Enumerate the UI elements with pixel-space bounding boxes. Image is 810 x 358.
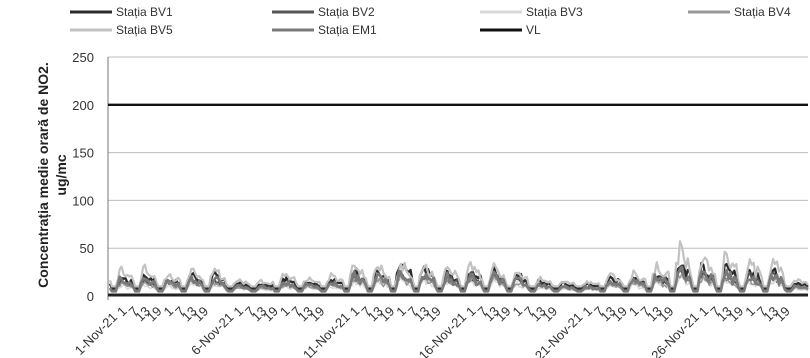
y-tick-label: 100 (72, 193, 94, 208)
y-axis-ticks: 0 50 100 150 200 250 (72, 50, 94, 304)
series-line (108, 265, 809, 293)
y-axis-label-line1: Concentrația medie orară de NO2. (35, 62, 51, 288)
x-hour-label: 19 (539, 304, 560, 325)
legend-entry: Stația BV4 (734, 5, 791, 19)
y-tick-label: 50 (80, 241, 94, 256)
y-tick-label: 0 (87, 289, 94, 304)
plot-area (108, 103, 809, 297)
legend-entry: Stația BV1 (116, 5, 173, 19)
y-tick-label: 250 (72, 50, 94, 65)
y-axis-label: Concentrația medie orară de NO2. ug/mc (35, 62, 69, 288)
x-date-label: 1-Nov-21 (72, 310, 120, 358)
legend-entry: VL (526, 23, 541, 37)
x-axis-ticks: 1-Nov-211713191713196-Nov-21171319171319… (72, 304, 793, 358)
x-hour-label: 19 (656, 304, 677, 325)
series-line (108, 240, 809, 288)
x-hour-label: 19 (772, 304, 793, 325)
legend-entry: Stația BV5 (116, 23, 173, 37)
legend-entry: Stația EM1 (318, 23, 377, 37)
x-hour-label: 19 (190, 304, 211, 325)
x-hour-label: 19 (307, 304, 328, 325)
x-hour-label: 19 (423, 304, 444, 325)
y-axis-label-line2: ug/mc (53, 154, 69, 195)
y-tick-label: 150 (72, 146, 94, 161)
legend-entry: Stația BV2 (318, 5, 375, 19)
y-tick-label: 200 (72, 98, 94, 113)
legend-entry: Stația BV3 (526, 5, 583, 19)
legend: Stația BV1 Stația BV2 Stația BV3 Stația BV4… (70, 5, 791, 37)
